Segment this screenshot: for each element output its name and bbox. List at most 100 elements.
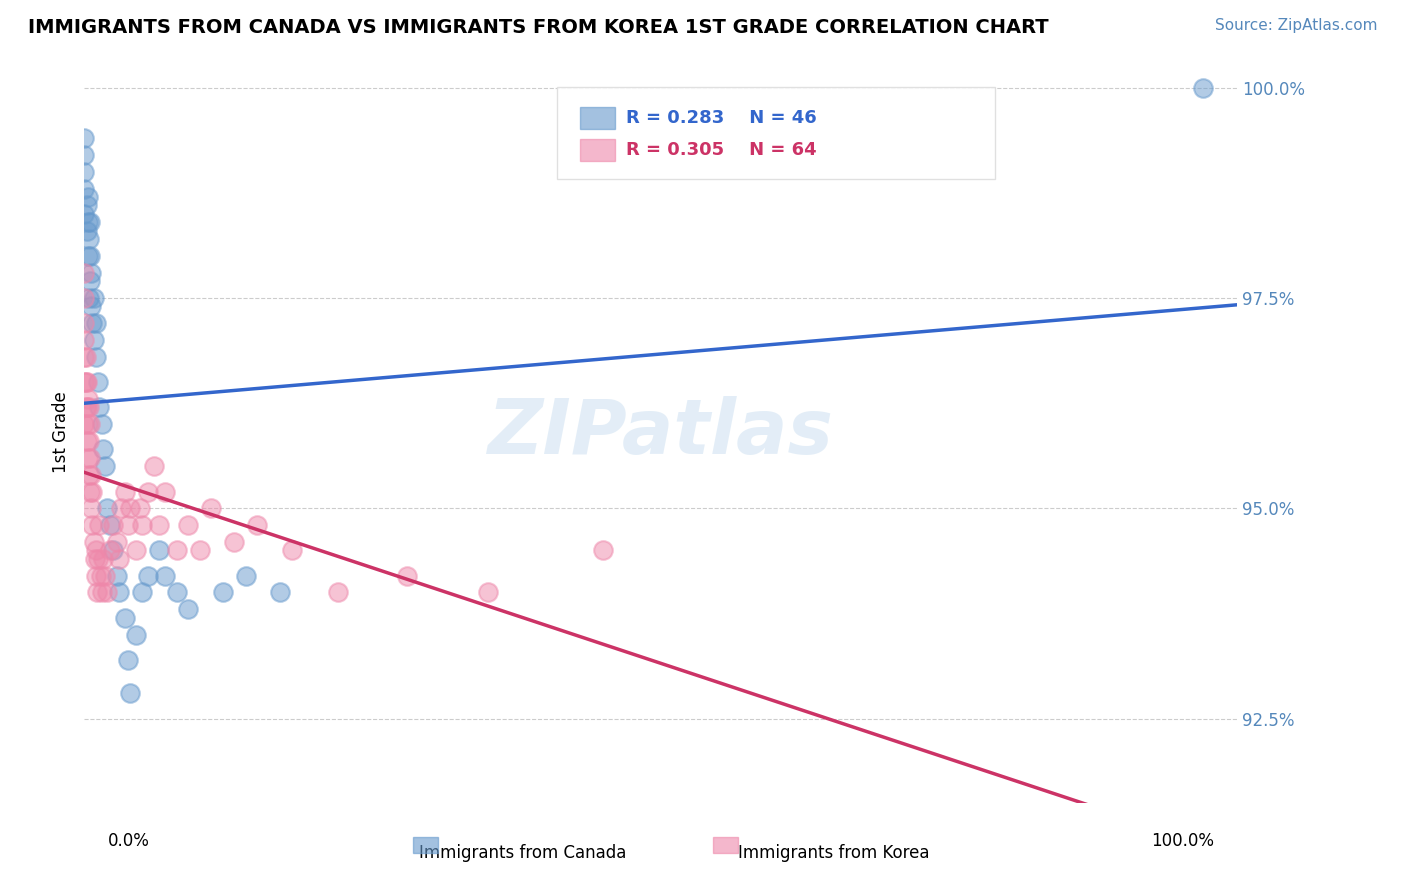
FancyBboxPatch shape — [581, 138, 614, 161]
Point — [108, 585, 131, 599]
Point — [166, 585, 188, 599]
Point — [84, 543, 107, 558]
Point — [1191, 80, 1213, 95]
Point — [120, 501, 142, 516]
Point — [73, 417, 96, 432]
Point — [90, 417, 112, 432]
Point — [77, 291, 100, 305]
Point — [136, 484, 159, 499]
FancyBboxPatch shape — [581, 107, 614, 129]
Point — [82, 316, 104, 330]
Point — [177, 518, 200, 533]
Point — [96, 585, 118, 599]
Point — [177, 602, 200, 616]
Point — [148, 518, 170, 533]
Text: R = 0.305    N = 64: R = 0.305 N = 64 — [626, 141, 817, 159]
Point — [105, 568, 128, 582]
Point — [80, 467, 103, 482]
Point — [269, 585, 291, 599]
Point — [120, 686, 142, 700]
Y-axis label: 1st Grade: 1st Grade — [52, 392, 70, 474]
Point — [76, 375, 98, 389]
Point — [477, 585, 499, 599]
Point — [114, 611, 136, 625]
Point — [131, 585, 153, 599]
Point — [75, 401, 97, 415]
Point — [73, 148, 96, 162]
Point — [96, 501, 118, 516]
Point — [125, 543, 148, 558]
Point — [86, 585, 108, 599]
Point — [83, 291, 105, 305]
FancyBboxPatch shape — [557, 87, 995, 179]
Point — [77, 401, 100, 415]
Point — [89, 568, 111, 582]
Text: Immigrants from Canada: Immigrants from Canada — [419, 844, 626, 862]
Point — [79, 249, 101, 263]
Point — [103, 543, 124, 558]
Point — [108, 551, 131, 566]
Point — [76, 450, 98, 465]
Point — [125, 627, 148, 641]
Point — [166, 543, 188, 558]
Point — [235, 568, 257, 582]
FancyBboxPatch shape — [413, 837, 439, 853]
Text: R = 0.283    N = 46: R = 0.283 N = 46 — [626, 109, 817, 127]
Point — [91, 551, 114, 566]
Point — [76, 249, 98, 263]
Point — [89, 401, 111, 415]
Point — [73, 316, 96, 330]
Point — [105, 535, 128, 549]
Point — [76, 190, 98, 204]
Point — [94, 459, 117, 474]
Point — [188, 543, 211, 558]
Point — [153, 568, 176, 582]
Point — [73, 375, 96, 389]
Point — [326, 585, 349, 599]
Point — [73, 181, 96, 195]
Point — [79, 450, 101, 465]
Point — [224, 535, 246, 549]
Point — [73, 333, 96, 347]
Point — [131, 518, 153, 533]
Point — [246, 518, 269, 533]
Point — [82, 484, 104, 499]
Point — [79, 484, 101, 499]
Point — [77, 434, 100, 448]
Point — [77, 467, 100, 482]
Point — [98, 518, 121, 533]
Point — [128, 501, 150, 516]
Point — [80, 501, 103, 516]
Point — [84, 568, 107, 582]
Point — [73, 350, 96, 364]
Point — [87, 375, 110, 389]
Point — [76, 198, 98, 212]
Point — [76, 215, 98, 229]
Point — [396, 568, 419, 582]
Point — [94, 568, 117, 582]
Text: ZIPatlas: ZIPatlas — [488, 396, 834, 469]
Point — [73, 165, 96, 179]
Point — [80, 300, 103, 314]
Point — [89, 518, 111, 533]
Point — [84, 316, 107, 330]
Point — [79, 215, 101, 229]
Point — [98, 543, 121, 558]
Point — [76, 434, 98, 448]
Point — [200, 501, 222, 516]
Point — [117, 518, 139, 533]
Text: 0.0%: 0.0% — [107, 832, 149, 850]
Point — [148, 543, 170, 558]
Point — [79, 274, 101, 288]
Point — [82, 518, 104, 533]
Text: Source: ZipAtlas.com: Source: ZipAtlas.com — [1215, 18, 1378, 33]
Text: IMMIGRANTS FROM CANADA VS IMMIGRANTS FROM KOREA 1ST GRADE CORRELATION CHART: IMMIGRANTS FROM CANADA VS IMMIGRANTS FRO… — [28, 18, 1049, 37]
Point — [136, 568, 159, 582]
Point — [73, 291, 96, 305]
Point — [76, 401, 98, 415]
Point — [77, 232, 100, 246]
Point — [73, 131, 96, 145]
Point — [73, 266, 96, 280]
Point — [91, 442, 114, 457]
Point — [153, 484, 176, 499]
